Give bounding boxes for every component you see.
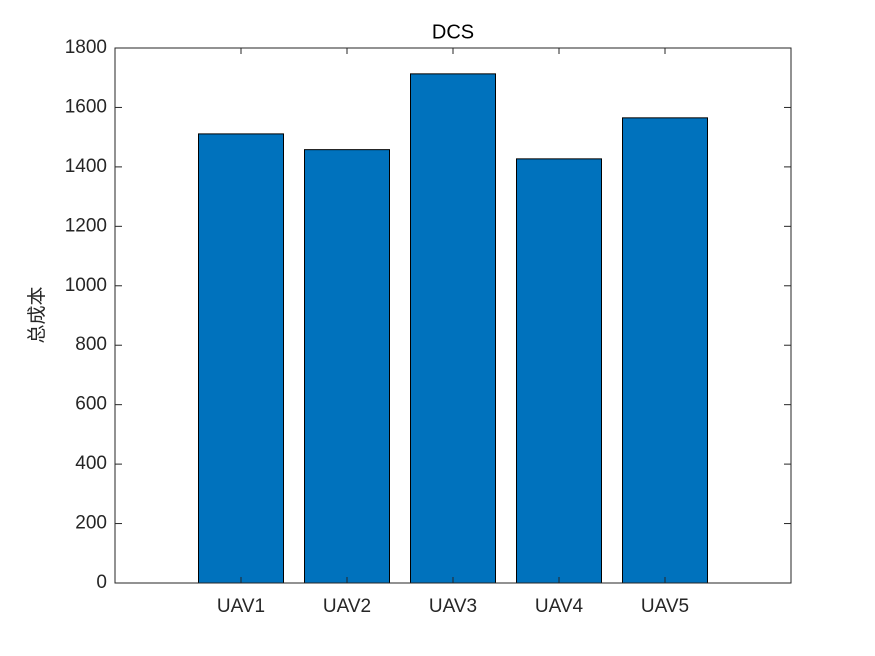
- y-tick-label: 400: [75, 453, 107, 474]
- chart-title: DCS: [432, 21, 474, 43]
- y-tick-label: 1200: [65, 215, 107, 236]
- y-tick-label: 0: [96, 572, 107, 593]
- bar: [304, 149, 390, 584]
- bar: [516, 158, 602, 584]
- y-tick-label: 800: [75, 334, 107, 355]
- plot-frame: [114, 47, 792, 584]
- x-tick-label: UAV1: [217, 596, 265, 617]
- x-tick-label: UAV3: [429, 596, 477, 617]
- x-tick-label: UAV2: [323, 596, 371, 617]
- bar: [198, 133, 284, 584]
- y-tick-label: 1600: [65, 96, 107, 117]
- y-axis-label: 总成本: [26, 286, 48, 343]
- y-tick-label: 600: [75, 394, 107, 415]
- y-tick-label: 1800: [65, 37, 107, 58]
- y-tick-label: 1000: [65, 275, 107, 296]
- x-tick-label: UAV5: [641, 596, 689, 617]
- x-tick-label: UAV4: [535, 596, 584, 617]
- y-tick-label: 200: [75, 513, 107, 534]
- bar: [622, 117, 708, 584]
- bar: [410, 73, 496, 584]
- y-tick-label: 1400: [65, 156, 107, 177]
